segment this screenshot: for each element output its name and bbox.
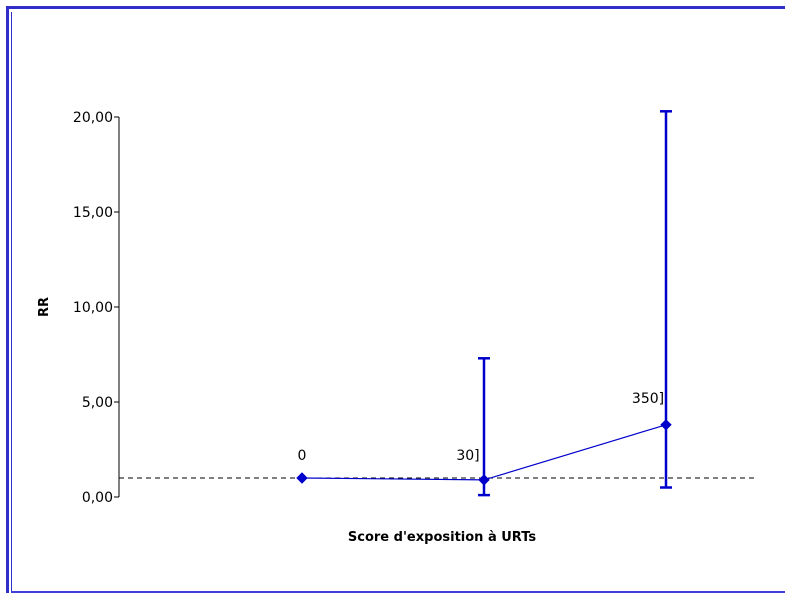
y-axis-title: RR xyxy=(37,297,52,317)
frame-border-top xyxy=(6,6,785,9)
x-axis-title: Score d'exposition à URTs xyxy=(348,530,536,545)
y-tick-label: 10,00 xyxy=(73,300,113,316)
data-point-marker xyxy=(478,474,490,486)
point-label: 30] xyxy=(456,448,479,464)
y-tick-label: 20,00 xyxy=(73,110,113,126)
data-point-marker xyxy=(660,419,672,431)
point-label: 350] xyxy=(632,391,664,407)
frame-border-left-inner xyxy=(11,12,12,593)
series-group: 0 30] 350] xyxy=(296,110,672,497)
data-point-marker xyxy=(296,472,308,484)
y-tick-label: 15,00 xyxy=(73,205,113,221)
frame-border-bottom xyxy=(11,591,785,593)
y-axis: 0,00 5,00 10,00 15,00 20,00 xyxy=(73,110,120,506)
y-tick-label: 5,00 xyxy=(82,395,113,411)
point-label: 0 xyxy=(298,448,307,464)
frame-border-left xyxy=(6,6,9,593)
y-tick-label: 0,00 xyxy=(82,490,113,506)
